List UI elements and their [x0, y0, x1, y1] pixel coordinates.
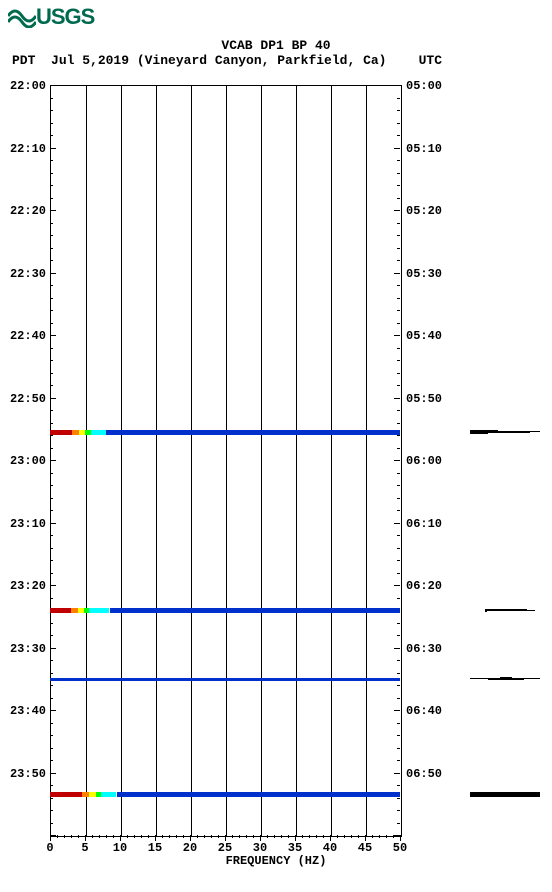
- spectrogram-plot: [50, 85, 402, 837]
- usgs-logo: USGS: [8, 4, 94, 30]
- y-right-tick-label: 06:30: [406, 642, 442, 656]
- y-right-tick-label: 05:40: [406, 329, 442, 343]
- y-right-tick-label: 05:50: [406, 392, 442, 406]
- gridline: [156, 86, 157, 836]
- x-tick-label: 25: [210, 841, 240, 855]
- chart-date: Jul 5,2019 (Vineyard Canyon, Parkfield, …: [51, 53, 386, 68]
- spectrogram-trace: [50, 430, 400, 435]
- waveform-snippet: [470, 673, 540, 685]
- y-right-tick-label: 06:50: [406, 767, 442, 781]
- x-tick-label: 30: [245, 841, 275, 855]
- tz-left: PDT: [12, 53, 35, 68]
- chart-subtitle: PDT Jul 5,2019 (Vineyard Canyon, Parkfie…: [12, 53, 386, 68]
- y-left-tick-label: 23:20: [6, 579, 46, 593]
- x-tick-label: 10: [105, 841, 135, 855]
- x-tick-label: 15: [140, 841, 170, 855]
- x-tick-label: 20: [175, 841, 205, 855]
- y-right-tick-label: 05:10: [406, 142, 442, 156]
- y-right-tick-label: 05:30: [406, 267, 442, 281]
- x-tick-label: 40: [315, 841, 345, 855]
- x-tick-label: 35: [280, 841, 310, 855]
- y-left-tick-label: 22:40: [6, 329, 46, 343]
- usgs-logo-text: USGS: [36, 4, 94, 29]
- y-left-tick-label: 22:20: [6, 204, 46, 218]
- y-left-tick-label: 23:40: [6, 704, 46, 718]
- waveform-snippet: [470, 788, 540, 800]
- gridline: [86, 86, 87, 836]
- y-left-tick-label: 23:10: [6, 517, 46, 531]
- y-left-tick-label: 23:50: [6, 767, 46, 781]
- gridline: [366, 86, 367, 836]
- page: USGS VCAB DP1 BP 40 PDT Jul 5,2019 (Vine…: [0, 0, 552, 892]
- x-tick-label: 50: [385, 841, 415, 855]
- y-right-tick-label: 06:10: [406, 517, 442, 531]
- gridline: [331, 86, 332, 836]
- spectrogram-trace: [50, 608, 400, 613]
- y-left-tick-label: 22:10: [6, 142, 46, 156]
- y-right-tick-label: 05:00: [406, 79, 442, 93]
- spectrogram-trace: [50, 678, 400, 681]
- x-tick-label: 45: [350, 841, 380, 855]
- waveform-snippet: [470, 426, 540, 438]
- gridline: [121, 86, 122, 836]
- gridline: [226, 86, 227, 836]
- y-right-tick-label: 06:20: [406, 579, 442, 593]
- y-right-tick-label: 06:00: [406, 454, 442, 468]
- y-left-tick-label: 23:30: [6, 642, 46, 656]
- gridline: [261, 86, 262, 836]
- tz-right: UTC: [419, 53, 442, 68]
- chart-title: VCAB DP1 BP 40: [0, 38, 552, 53]
- y-left-tick-label: 22:30: [6, 267, 46, 281]
- gridline: [191, 86, 192, 836]
- usgs-wave-icon: [8, 8, 36, 28]
- y-left-tick-label: 22:00: [6, 79, 46, 93]
- spectrogram-trace: [50, 792, 400, 797]
- y-right-tick-label: 06:40: [406, 704, 442, 718]
- x-axis-title: FREQUENCY (HZ): [0, 854, 552, 868]
- x-tick-label: 0: [35, 841, 65, 855]
- waveform-snippet: [485, 604, 552, 616]
- gridline: [296, 86, 297, 836]
- x-tick-label: 5: [70, 841, 100, 855]
- y-right-tick-label: 05:20: [406, 204, 442, 218]
- y-left-tick-label: 23:00: [6, 454, 46, 468]
- y-left-tick-label: 22:50: [6, 392, 46, 406]
